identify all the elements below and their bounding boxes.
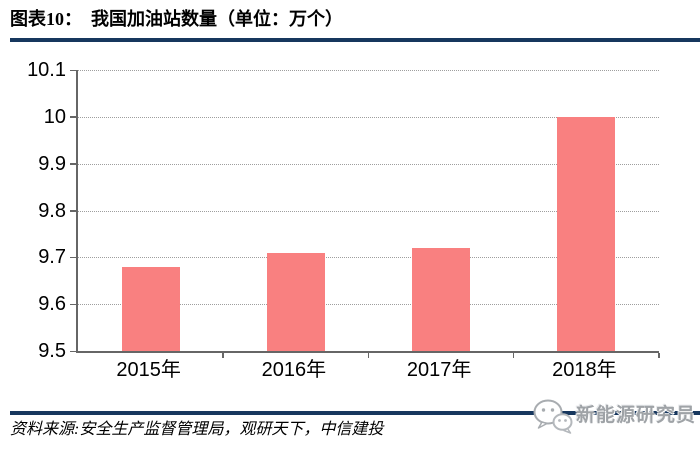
y-tick-label: 10.1: [27, 59, 66, 81]
y-tick-label: 9.7: [38, 246, 66, 269]
wechat-icon: [533, 399, 573, 434]
y-tick-label: 9.8: [38, 199, 66, 222]
y-tick-label: 9.6: [38, 293, 66, 316]
y-axis-tick: [70, 163, 77, 165]
source-note: 资料来源:安全生产监督管理局，观研天下，中信建投: [10, 421, 384, 438]
x-tick-label: 2018年: [552, 359, 617, 381]
gridline: [78, 210, 659, 212]
y-tick-label: 9.5: [38, 340, 66, 362]
gridline: [78, 70, 659, 71]
x-axis-tick: [512, 353, 515, 358]
y-axis-tick: [70, 256, 77, 259]
gridline: [78, 257, 659, 259]
x-tick-label: 2017年: [406, 359, 472, 381]
y-axis-tick: [70, 350, 77, 352]
x-axis-tick: [222, 353, 224, 358]
x-tick-label: 2016年: [261, 359, 327, 381]
plot-area: [70, 69, 660, 358]
brand-name: 新能源研究员: [576, 405, 697, 426]
y-axis-labels: 9.5 9.6 9.7 9.8 9.9 10 10.1: [0, 59, 66, 362]
gridline: [78, 116, 659, 118]
footer-rule: [10, 411, 700, 415]
figure-title: 图表10： 我国加油站数量（单位：万个）: [10, 9, 343, 29]
title-rule: [10, 38, 700, 42]
gridline: [78, 304, 659, 306]
bar-2016年: [266, 252, 325, 351]
y-axis-tick: [70, 303, 77, 306]
bar-2018年: [557, 116, 616, 351]
x-axis-tick: [658, 353, 660, 358]
x-tick-label: 2015年: [116, 359, 181, 381]
y-axis-tick: [70, 210, 77, 212]
y-axis-tick: [70, 116, 77, 118]
bar-2017年: [412, 247, 471, 351]
y-tick-label: 10: [43, 105, 66, 128]
x-axis-tick: [367, 353, 369, 358]
x-axis-labels: 2015年 2016年 2017年 2018年: [76, 358, 657, 386]
brand-logo: 新能源研究员: [533, 397, 696, 435]
y-tick-label: 9.9: [38, 152, 66, 175]
bar-2015年: [121, 266, 180, 351]
gridline: [78, 163, 659, 165]
y-axis-tick: [70, 69, 77, 71]
